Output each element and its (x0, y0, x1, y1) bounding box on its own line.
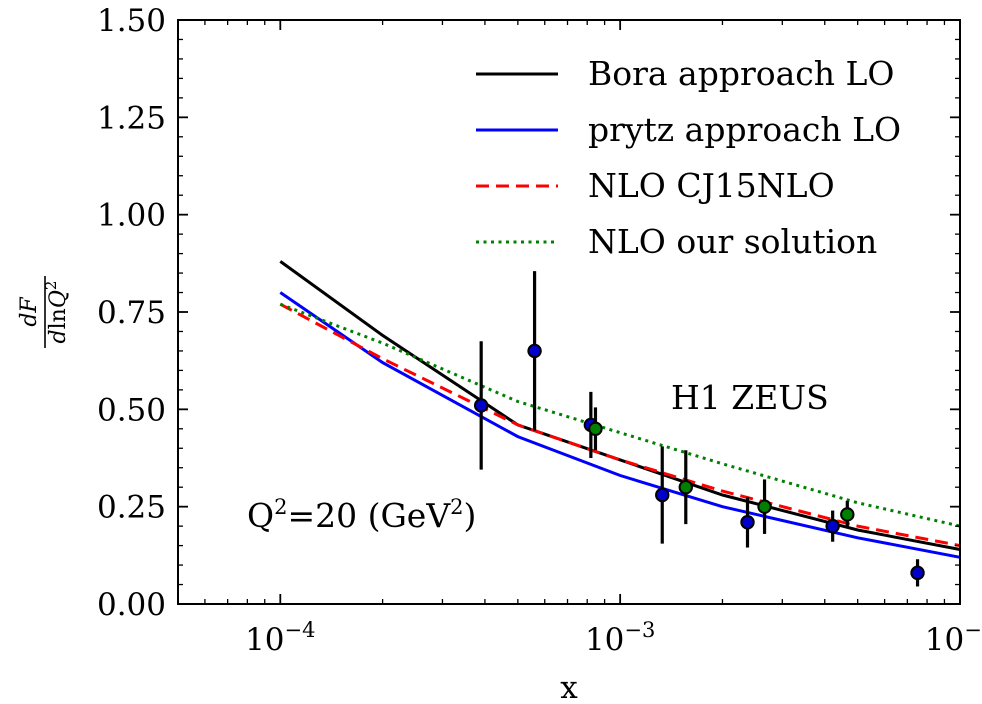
data-point-h1-2 (527, 343, 542, 359)
series-line-4 (279, 302, 961, 528)
data-point-h1-6 (825, 518, 840, 534)
y-tick-label-1: 0.25 (97, 490, 166, 526)
y-axis-label-numerator: dF (17, 297, 42, 327)
data-point-h1-5 (740, 515, 755, 530)
legend-label-2: prytz approach LO (588, 110, 901, 149)
y-axis-label-denominator: dlnQ2 (42, 281, 71, 344)
y-tick-label-6: 1.50 (97, 3, 166, 39)
y-axis-label: dF dlnQ2 (17, 276, 71, 348)
x-tick-label-0: 10−4 (245, 618, 315, 658)
data-point-h1-7 (910, 565, 925, 581)
series-line-1 (279, 260, 961, 551)
q2-annotation: Q2=20 (GeV2) (247, 495, 476, 535)
data-point-zeus-9 (678, 480, 693, 495)
data-point-zeus-8 (588, 421, 603, 436)
series-layer (279, 260, 961, 559)
legend-label-3: NLO CJ15NLO (588, 166, 835, 205)
y-tick-label-5: 1.25 (97, 100, 166, 136)
data-source-annotation: H1 ZEUS (671, 378, 829, 417)
data-points-layer (473, 271, 925, 587)
axes-layer: 0.00 0.25 0.50 0.75 1.00 1.25 1.50 10−4 10−3 10−2 (97, 3, 982, 658)
x-axis-label: x (560, 670, 578, 704)
data-point-h1-4 (655, 487, 670, 503)
data-point-zeus-10 (757, 499, 772, 514)
y-tick-label-0: 0.00 (97, 587, 166, 623)
data-point-zeus-11 (840, 507, 855, 522)
legend-label-4: NLO our solution (588, 222, 877, 261)
y-tick-label-3: 0.75 (97, 295, 166, 331)
x-tick-label-1: 10−3 (585, 618, 655, 658)
y-tick-label-2: 0.50 (97, 392, 166, 428)
legend-label-1: Bora approach LO (588, 54, 895, 93)
y-tick-label-4: 1.00 (97, 198, 166, 234)
data-point-h1-1 (473, 398, 489, 413)
series-line-2 (279, 291, 961, 559)
series-line-3 (279, 302, 961, 548)
x-tick-label-2: 10−2 (925, 618, 982, 658)
legend: Bora approach LO prytz approach LO NLO CJ1… (476, 54, 901, 261)
